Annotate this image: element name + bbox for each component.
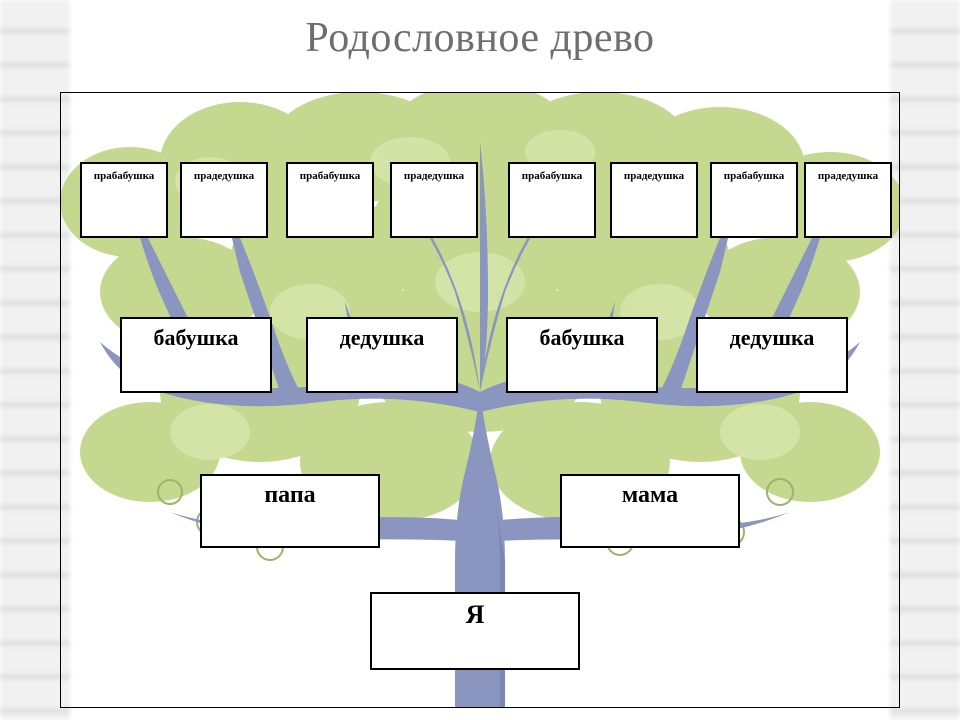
page-title: Родословное древо: [0, 14, 960, 62]
node-gg2: прадедушка: [180, 162, 268, 238]
node-gg1: прабабушка: [80, 162, 168, 238]
node-label: дедушка: [730, 325, 815, 351]
node-label: прадедушка: [818, 170, 878, 182]
node-gg5: прабабушка: [508, 162, 596, 238]
node-label: прабабушка: [522, 170, 583, 182]
node-label: бабушка: [153, 325, 238, 351]
node-label: папа: [264, 482, 315, 509]
node-mat-grandfather: дедушка: [696, 317, 848, 393]
node-label: бабушка: [539, 325, 624, 351]
node-label: прадедушка: [624, 170, 684, 182]
node-gg8: прадедушка: [804, 162, 892, 238]
node-label: прадедушка: [194, 170, 254, 182]
node-pat-grandmother: бабушка: [120, 317, 272, 393]
node-label: прадедушка: [404, 170, 464, 182]
node-mother: мама: [560, 474, 740, 548]
node-mat-grandmother: бабушка: [506, 317, 658, 393]
node-gg3: прабабушка: [286, 162, 374, 238]
node-pat-grandfather: дедушка: [306, 317, 458, 393]
node-label: Я: [466, 600, 485, 630]
shadow-right: [890, 0, 960, 720]
node-self: Я: [370, 592, 580, 670]
node-father: папа: [200, 474, 380, 548]
node-gg4: прадедушка: [390, 162, 478, 238]
node-gg6: прадедушка: [610, 162, 698, 238]
node-gg7: прабабушка: [710, 162, 798, 238]
tree-panel: прабабушка прадедушка прабабушка прадеду…: [60, 92, 900, 708]
node-label: дедушка: [340, 325, 425, 351]
node-label: прабабушка: [94, 170, 155, 182]
node-label: мама: [622, 482, 678, 509]
node-label: прабабушка: [300, 170, 361, 182]
node-label: прабабушка: [724, 170, 785, 182]
